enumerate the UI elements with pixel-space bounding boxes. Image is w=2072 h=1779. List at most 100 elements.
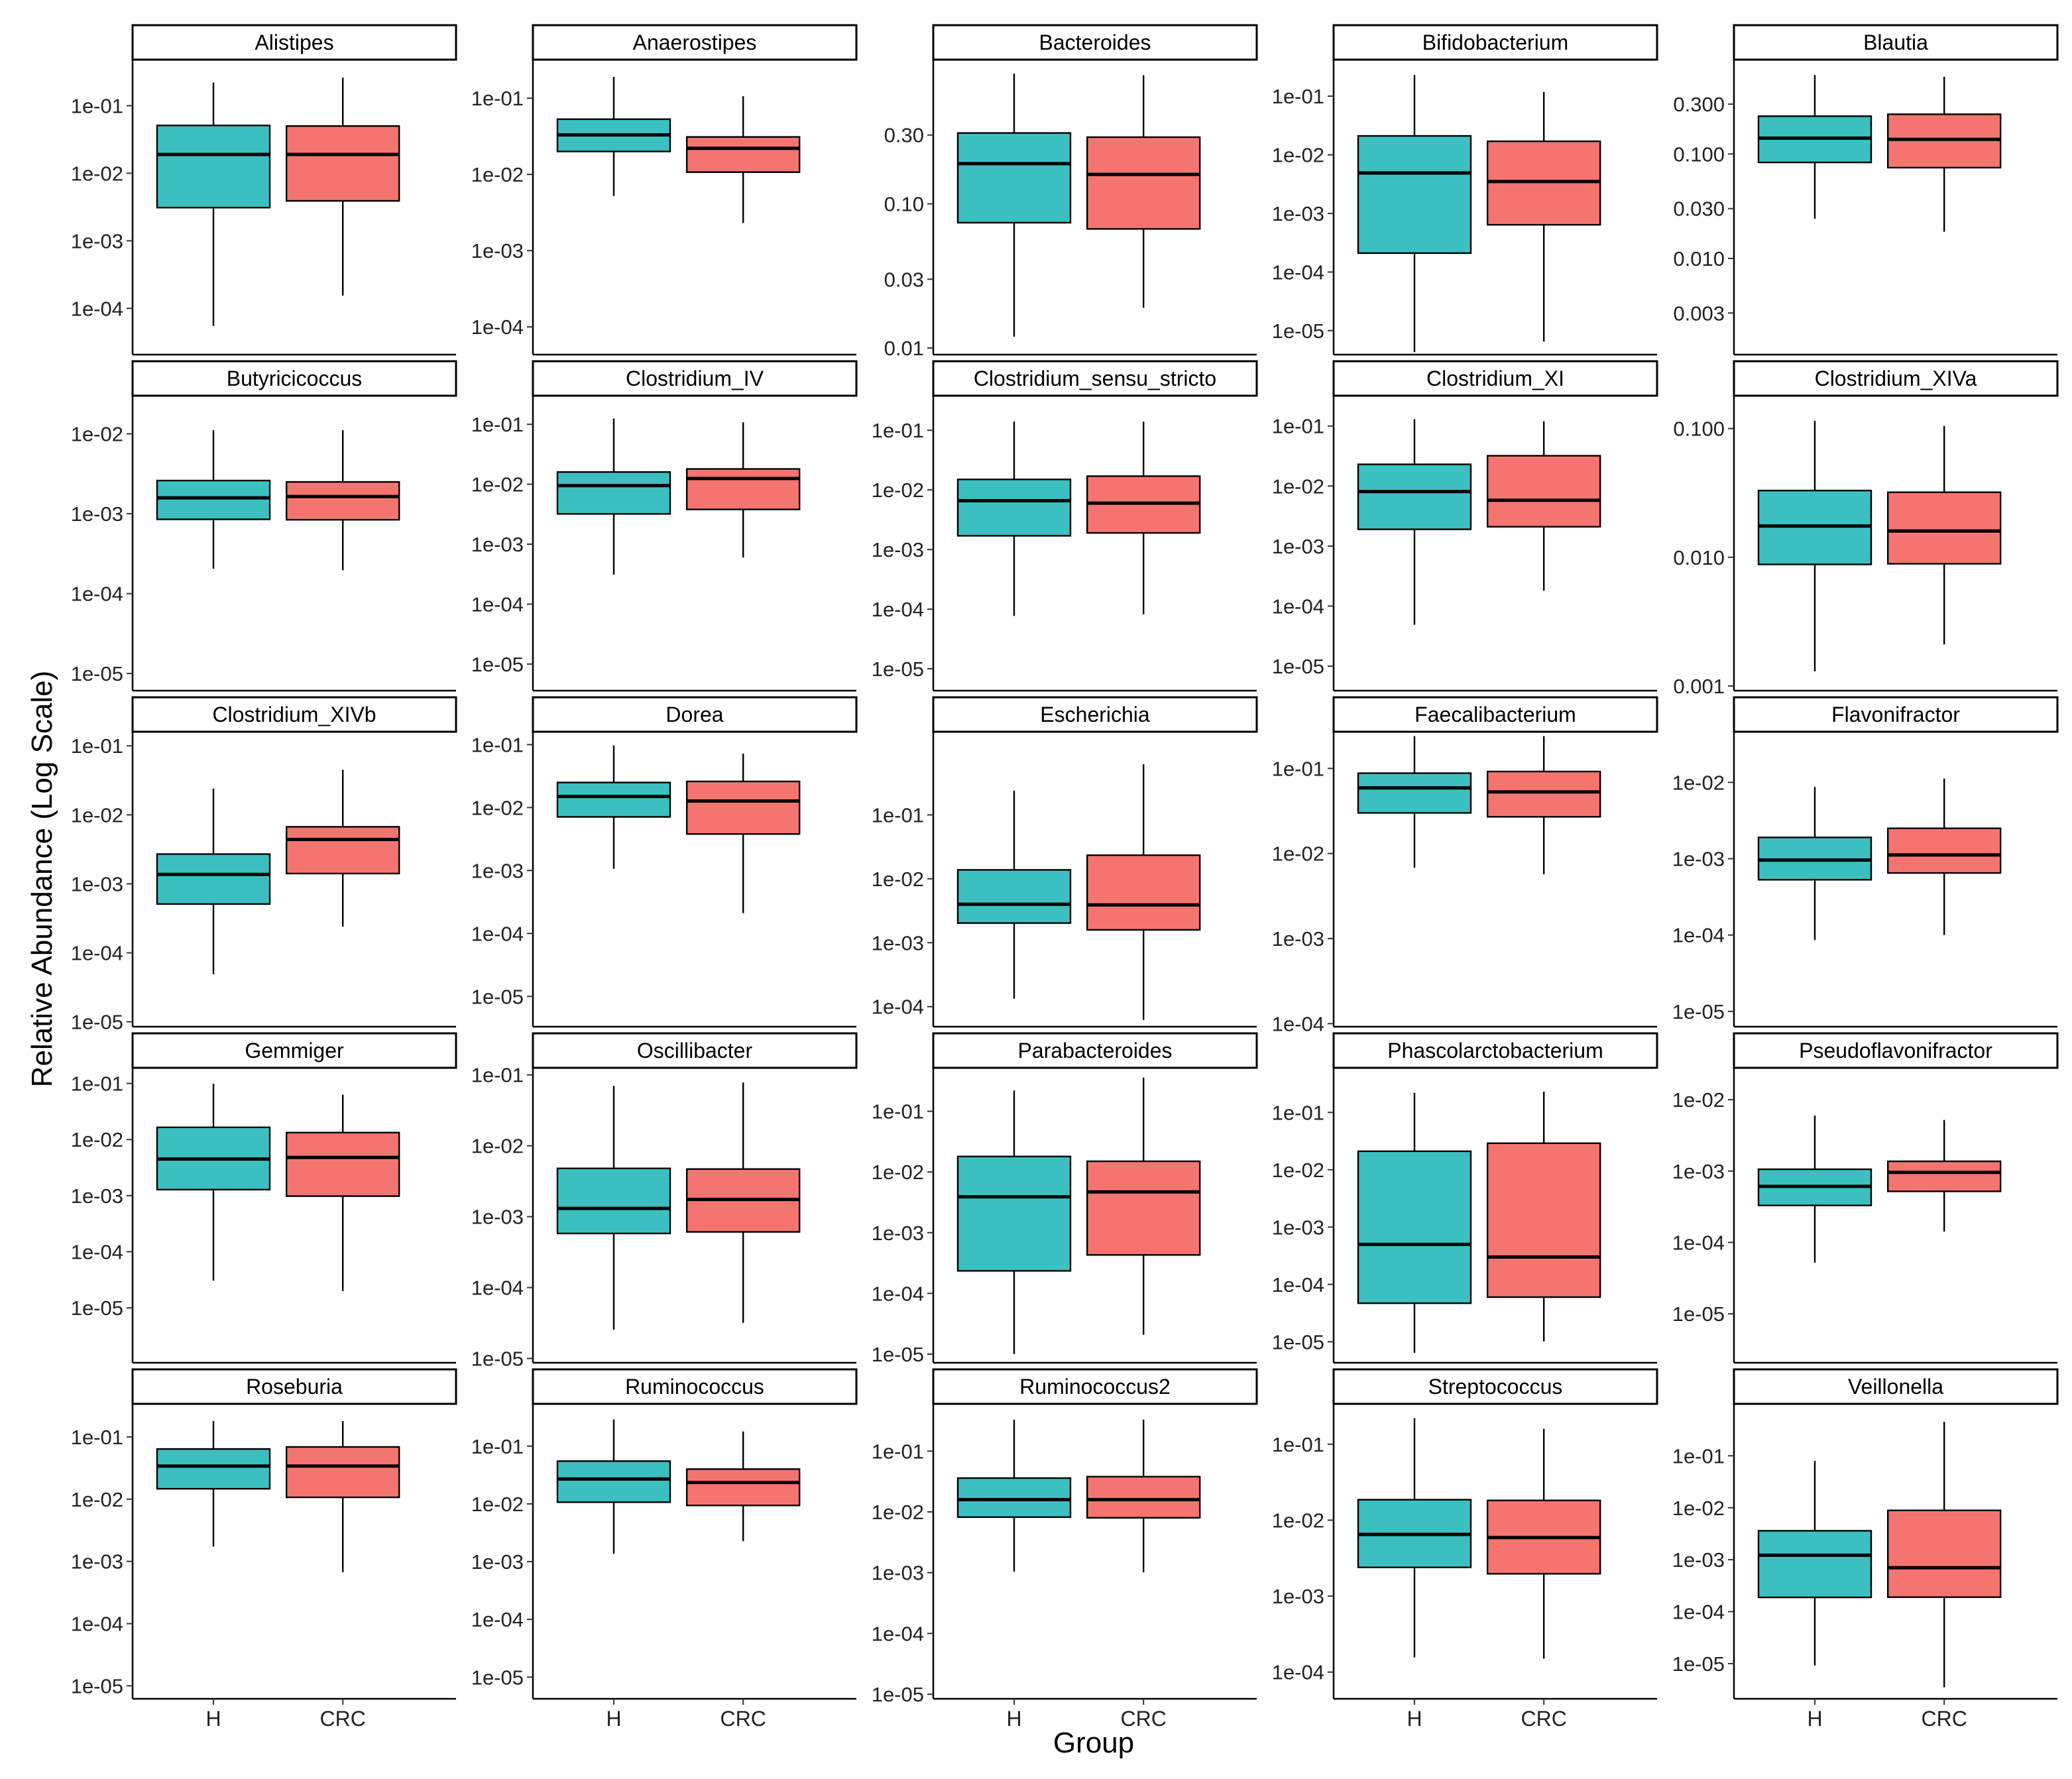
- facet-title: Oscillibacter: [637, 1039, 753, 1062]
- iqr-box: [1886, 1509, 2002, 1598]
- box-crc: [1486, 1092, 1601, 1342]
- facet-strip: [1332, 1368, 1658, 1405]
- facet-strip: [1332, 696, 1658, 733]
- box-h: [1357, 1092, 1472, 1353]
- box-h: [956, 1419, 1072, 1572]
- y-tick-label: 1e-04: [71, 1241, 123, 1264]
- facet-strip: [532, 360, 858, 397]
- panel-clostridium-sensu-stricto: Clostridium_sensu_stricto 1e-01 1e-02 1e-03…: [872, 360, 1258, 692]
- y-tick-label: 1e-05: [1272, 319, 1324, 343]
- iqr-box: [156, 853, 271, 905]
- box-h: [556, 1419, 671, 1554]
- y-tick-label: 1e-01: [1272, 1101, 1324, 1124]
- y-tick-label: 1e-01: [471, 733, 524, 756]
- iqr-box: [956, 869, 1072, 924]
- y-tick-label: 0.01: [884, 337, 924, 360]
- iqr-box: [1886, 827, 2002, 874]
- box-crc: [286, 78, 400, 296]
- facet-title: Gemmiger: [245, 1039, 344, 1062]
- panel-butyricicoccus: Butyricicoccus 1e-02 1e-03 1e-04 1e-05: [71, 360, 457, 692]
- y-tick-label: 1e-05: [1672, 1000, 1725, 1023]
- panel-blautia: Blautia 0.300 0.100 0.030 0.010 0.003: [1673, 24, 2059, 356]
- y-tick-label: 1e-04: [872, 598, 924, 621]
- iqr-box: [1486, 1142, 1601, 1298]
- box-crc: [1086, 1419, 1201, 1573]
- facet-strip: [932, 1032, 1258, 1069]
- facet-title: Escherichia: [1040, 703, 1150, 726]
- panel-streptococcus: Streptococcus 1e-01 1e-02 1e-03 1e-04 H CRC: [1272, 1368, 1658, 1731]
- iqr-box: [956, 479, 1072, 537]
- y-tick-label: 1e-04: [1272, 1273, 1324, 1296]
- y-tick-label: 1e-04: [1272, 260, 1324, 284]
- y-tick-label: 1e-02: [471, 1493, 524, 1516]
- facet-strip: [1332, 360, 1658, 397]
- y-tick-label: 1e-02: [1672, 1088, 1725, 1112]
- iqr-box: [956, 1155, 1072, 1272]
- facet-title: Faecalibacterium: [1414, 703, 1576, 726]
- facet-title: Alistipes: [255, 30, 333, 54]
- y-tick-label: 1e-03: [1672, 1548, 1725, 1572]
- iqr-box: [1757, 1530, 1872, 1599]
- iqr-box: [1886, 1160, 2002, 1192]
- y-tick-label: 1e-05: [1272, 1330, 1324, 1353]
- panel-dorea: Dorea 1e-01 1e-02 1e-03 1e-04 1e-05: [471, 696, 858, 1028]
- box-crc: [685, 1082, 801, 1323]
- y-tick-label: 1e-03: [71, 502, 123, 526]
- y-tick-label: 1e-03: [1272, 535, 1324, 558]
- x-tick-label: H: [205, 1707, 221, 1731]
- y-tick-label: 1e-02: [71, 1128, 123, 1151]
- box-h: [956, 74, 1072, 337]
- facet-strip: [1733, 1032, 2059, 1069]
- facet-title: Clostridium_IV: [626, 367, 764, 390]
- y-tick-label: 1e-04: [1272, 1012, 1324, 1035]
- y-tick-label: 1e-05: [471, 1666, 524, 1689]
- panel-flavonifractor: Flavonifractor 1e-02 1e-03 1e-04 1e-05: [1672, 696, 2059, 1028]
- facet-strip: [131, 360, 457, 397]
- y-tick-label: 1e-04: [872, 1622, 924, 1645]
- y-tick-label: 1e-02: [872, 479, 924, 502]
- y-tick-label: 1e-05: [1672, 1652, 1725, 1676]
- y-tick-label: 1e-03: [471, 859, 524, 882]
- box-crc: [1886, 1119, 2002, 1232]
- facet-strip: [1733, 24, 2059, 61]
- y-tick-label: 1e-05: [71, 1011, 123, 1034]
- facet-title: Dorea: [665, 703, 723, 726]
- y-tick-label: 1e-05: [71, 1675, 123, 1698]
- y-tick-label: 1e-05: [872, 1683, 924, 1706]
- y-tick-label: 0.300: [1673, 93, 1725, 116]
- y-tick-label: 0.010: [1673, 546, 1725, 569]
- y-tick-label: 1e-01: [1672, 1444, 1725, 1467]
- facet-strip: [131, 696, 457, 733]
- x-tick-label: CRC: [1521, 1707, 1567, 1731]
- panel-clostridium-xivb: Clostridium_XIVb 1e-01 1e-02 1e-03 1e-04 1e-0…: [71, 696, 457, 1034]
- y-tick-label: 1e-05: [471, 1348, 524, 1371]
- iqr-box: [685, 468, 801, 510]
- y-tick-label: 1e-01: [872, 803, 924, 827]
- facet-title: Veillonella: [1848, 1375, 1943, 1399]
- box-h: [1357, 736, 1472, 868]
- box-h: [556, 77, 671, 196]
- iqr-box: [1486, 770, 1601, 818]
- y-tick-label: 1e-05: [1272, 655, 1324, 678]
- box-h: [1757, 75, 1872, 219]
- y-tick-label: 1e-05: [1672, 1302, 1725, 1326]
- box-crc: [1486, 421, 1601, 591]
- panel-clostridium-iv: Clostridium_IV 1e-01 1e-02 1e-03 1e-04 1e-05: [471, 360, 858, 692]
- facet-title: Clostridium_sensu_stricto: [974, 367, 1216, 390]
- y-tick-label: 1e-02: [1272, 475, 1324, 498]
- panel-oscillibacter: Oscillibacter 1e-01 1e-02 1e-03 1e-04 1e-05: [471, 1032, 858, 1371]
- y-tick-label: 1e-04: [71, 942, 123, 965]
- y-tick-label: 1e-01: [872, 1100, 924, 1123]
- y-tick-label: 1e-04: [71, 1613, 123, 1636]
- iqr-box: [956, 132, 1072, 224]
- box-crc: [1886, 426, 2002, 645]
- y-tick-label: 1e-02: [1672, 771, 1725, 794]
- y-tick-label: 1e-03: [471, 1550, 524, 1574]
- panel-ruminococcus2: Ruminococcus2 1e-01 1e-02 1e-03 1e-04 1e-05 H C…: [872, 1368, 1258, 1731]
- iqr-box: [156, 1448, 271, 1490]
- y-tick-label: 1e-05: [71, 1296, 123, 1320]
- y-tick-label: 1e-04: [471, 922, 524, 945]
- y-tick-label: 1e-01: [872, 419, 924, 442]
- x-axis-title: Group: [1053, 1727, 1134, 1759]
